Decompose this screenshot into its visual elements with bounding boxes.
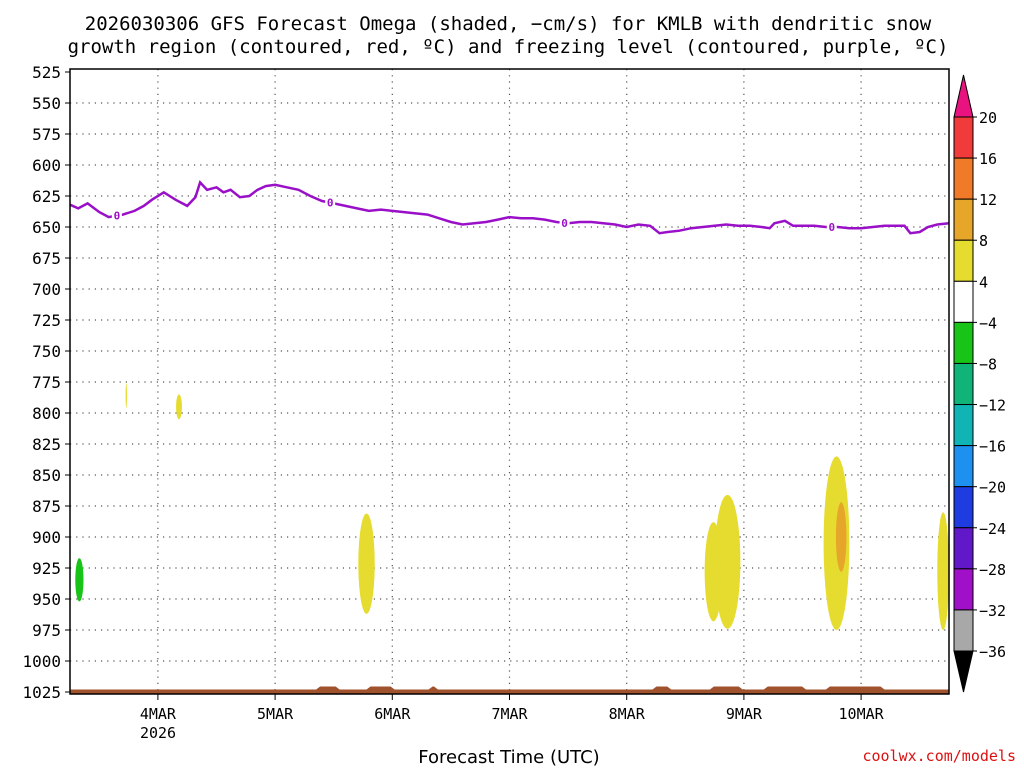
colorbar-bottom-arrow [953,650,974,693]
colorbar-swatch [953,404,974,447]
x-tick-label: 7MAR [491,705,528,723]
y-tick-label: 625 [32,187,61,206]
y-tick-label: 600 [32,156,61,175]
y-tick-label: 1025 [22,683,61,702]
freezing-level-label: 0 [561,217,568,230]
freezing-level-label-bg [325,195,336,210]
gridlines [70,69,949,694]
x-axis: 4MAR 5MAR 6MAR 7MAR 8MAR 9MAR 10MAR [140,694,885,723]
y-tick-label: 875 [32,497,61,516]
colorbar-top-arrow [953,74,974,118]
credit-text: coolwx.com/models [862,747,1016,765]
omega-region-3mar-thin-yellow [125,383,127,409]
colorbar-label: −32 [979,602,1006,620]
colorbar-label: −4 [979,314,997,332]
colorbar-label: 4 [979,273,988,291]
freezing-level-label: 0 [828,221,835,234]
y-tick-label: 850 [32,466,61,485]
freezing-level-label-bg [559,215,570,230]
x-tick-label: 4MAR [140,705,177,723]
y-tick-label: 1000 [22,652,61,671]
colorbar-swatch [953,198,974,241]
chart-title-line1: 2026030306 GFS Forecast Omega (shaded, −… [85,13,932,35]
x-tick-label: 10MAR [839,705,885,723]
y-tick-label: 650 [32,218,61,237]
colorbar-label: 8 [979,232,988,250]
freezing-level-label: 0 [114,210,121,223]
ground-level [70,686,949,694]
colorbar-swatch [953,157,974,200]
x-axis-label: Forecast Time (UTC) [418,747,599,768]
colorbar-swatch [953,445,974,488]
colorbar-label: −8 [979,355,997,373]
x-tick-label: 9MAR [726,705,763,723]
chart-title-line2: growth region (contoured, red, ºC) and f… [68,36,949,58]
omega-region-3mar-small-green [75,558,84,602]
colorbar: 20 16 12 8 4 −4 −8 −12 −16 −20 −24 −28 −32 −36 [953,74,1006,693]
y-tick-label: 750 [32,342,61,361]
year-label: 2026 [140,724,176,742]
freezing-level-label-bg [111,208,122,223]
freezing-level-labels: 0 0 0 0 [111,195,837,234]
y-tick-label: 825 [32,435,61,454]
colorbar-swatch [953,116,974,159]
freezing-level-label: 0 [327,197,334,210]
omega-shading [75,383,949,630]
freezing-level-contour [69,180,950,235]
colorbar-label: −20 [979,479,1006,497]
y-tick-label: 800 [32,404,61,423]
colorbar-swatch [953,239,974,282]
x-tick-label: 6MAR [374,705,411,723]
y-tick-label: 950 [32,590,61,609]
colorbar-label: −12 [979,397,1006,415]
omega-region-4mar-yellow [176,394,182,420]
colorbar-swatch [953,362,974,406]
omega-region-10mar-yellow-edge [937,512,949,630]
x-tick-label: 8MAR [609,705,646,723]
y-tick-label: 700 [32,280,61,299]
colorbar-label: −16 [979,438,1006,456]
omega-region-5mar-yellow [358,513,375,614]
x-tick-label: 5MAR [257,705,294,723]
colorbar-swatch [953,321,974,364]
colorbar-swatch [953,280,974,323]
colorbar-label: 20 [979,109,997,127]
y-tick-label: 975 [32,621,61,640]
y-tick-label: 725 [32,311,61,330]
freezing-level-label-bg [826,220,837,234]
y-tick-label: 575 [32,125,61,144]
colorbar-swatch [953,527,974,570]
omega-region-10mar-orange [835,502,847,572]
colorbar-label: 16 [979,150,997,168]
colorbar-swatch [953,568,974,611]
y-tick-label: 525 [32,63,61,82]
y-tick-label: 775 [32,373,61,392]
y-tick-label: 550 [32,94,61,113]
colorbar-label: −24 [979,520,1006,538]
y-tick-label: 675 [32,249,61,268]
colorbar-label: 12 [979,191,997,209]
colorbar-label: −28 [979,561,1006,579]
y-tick-label: 925 [32,559,61,578]
colorbar-swatch [953,486,974,529]
colorbar-label: −36 [979,643,1006,661]
omega-region-9mar-yellow-main [714,494,741,629]
y-axis: 525 550 575 600 625 650 675 700 725 750 775 800 825 8… [22,63,70,702]
y-tick-label: 900 [32,528,61,547]
colorbar-swatch [953,609,974,652]
